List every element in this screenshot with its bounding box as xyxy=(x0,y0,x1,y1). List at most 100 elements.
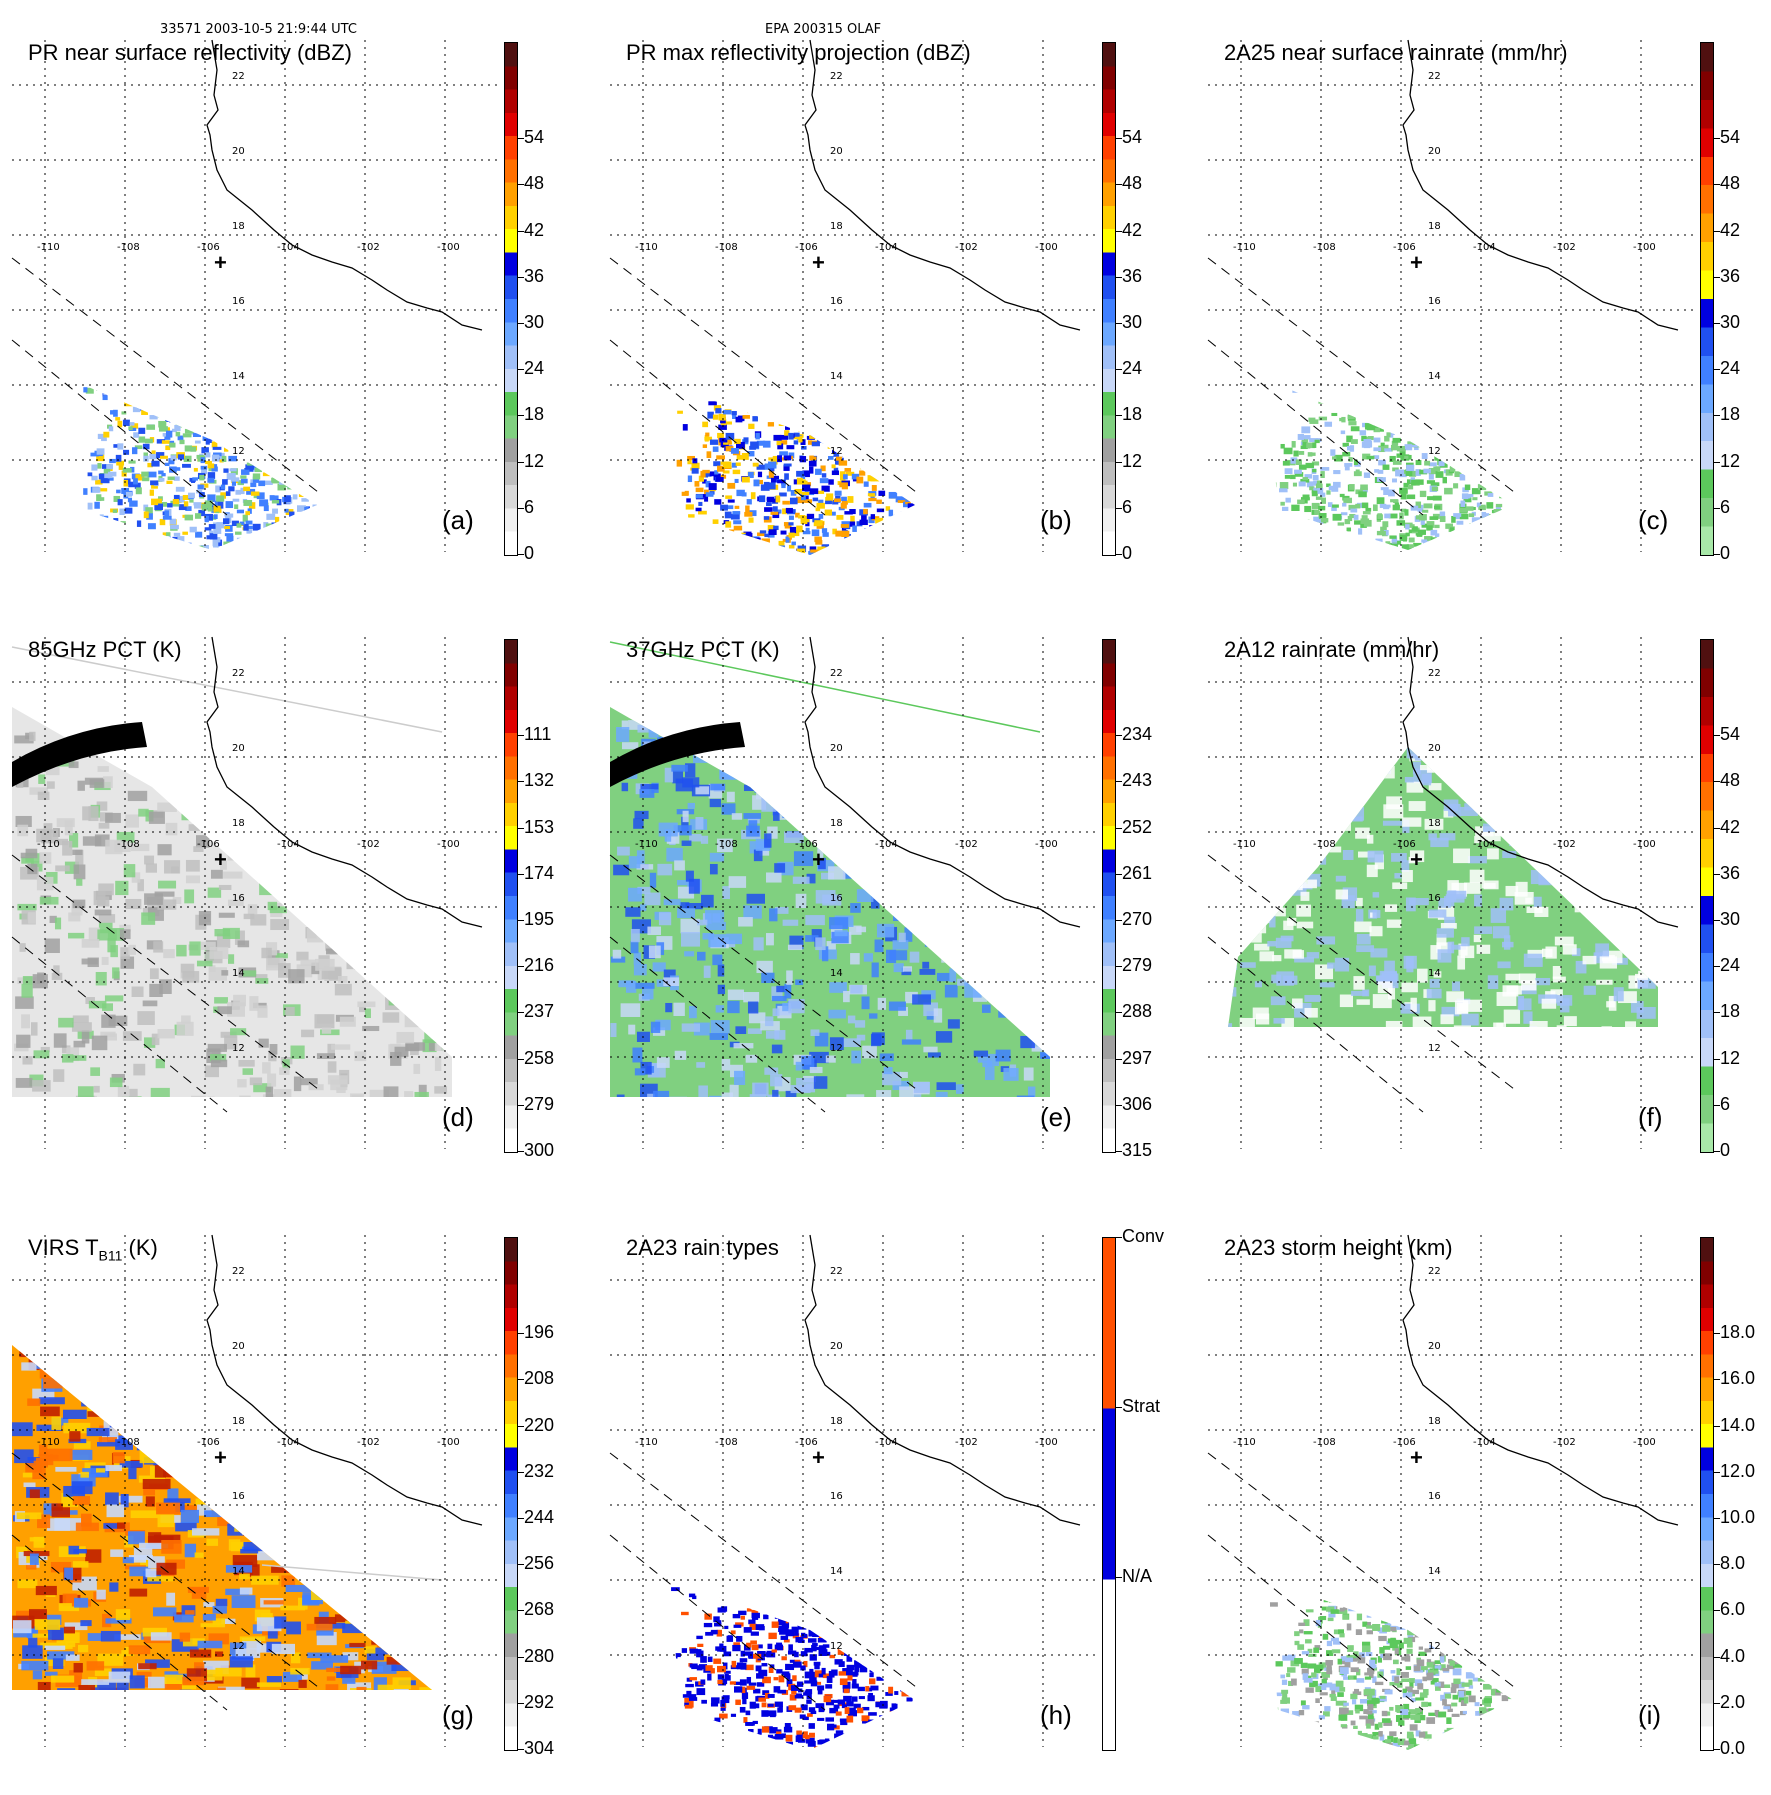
colorbar-e xyxy=(1102,639,1116,1153)
colorbar-tick-mark xyxy=(1116,1105,1122,1106)
colorbar-tick-mark xyxy=(1116,1237,1122,1238)
lat-label-12: 12 xyxy=(830,446,843,457)
swath-f xyxy=(1208,637,1698,1149)
colorbar-tick-mark xyxy=(518,1012,524,1013)
colorbar-tick-label: 36 xyxy=(1122,266,1142,287)
colorbar-tick-label: 48 xyxy=(524,173,544,194)
lat-label-16: 16 xyxy=(232,893,245,904)
colorbar-tick-label: 6 xyxy=(1122,497,1132,518)
colorbar-tick-mark xyxy=(518,184,524,185)
colorbar-tick-label: 10.0 xyxy=(1720,1507,1755,1528)
colorbar-tick-label: 306 xyxy=(1122,1094,1152,1115)
colorbar-tick-mark xyxy=(1714,1518,1720,1519)
lat-label-12: 12 xyxy=(232,446,245,457)
colorbar-tick-label: 258 xyxy=(524,1048,554,1069)
colorbar-tick-label: 30 xyxy=(1122,312,1142,333)
lat-label-20: 20 xyxy=(232,1341,245,1352)
colorbar-tick-mark xyxy=(1116,369,1122,370)
header-left: 33571 2003-10-5 21:9:44 UTC xyxy=(160,22,357,37)
storm-center-marker: + xyxy=(1410,1445,1423,1470)
colorbar-tick-label: 304 xyxy=(524,1738,554,1759)
panel-title-c: 2A25 near surface rainrate (mm/hr) xyxy=(1224,40,1568,66)
colorbar-tick-mark xyxy=(518,1426,524,1427)
colorbar-tick-mark xyxy=(518,1703,524,1704)
colorbar-tick-label: 6 xyxy=(524,497,534,518)
colorbar-tick-mark xyxy=(518,1059,524,1060)
colorbar-tick-mark xyxy=(518,462,524,463)
colorbar-tick-label: 42 xyxy=(1720,220,1740,241)
colorbar-tick-mark xyxy=(1116,277,1122,278)
panel-title-d: 85GHz PCT (K) xyxy=(28,637,182,663)
swath-edge-lines xyxy=(1208,1453,1518,1710)
colorbar-tick-mark xyxy=(518,1657,524,1658)
colorbar-tick-label: 0.0 xyxy=(1720,1738,1745,1759)
colorbar-tick-label: 300 xyxy=(524,1140,554,1161)
colorbar-tick-label: 153 xyxy=(524,817,554,838)
colorbar-tick-label: 261 xyxy=(1122,863,1152,884)
colorbar-tick-label: 30 xyxy=(1720,312,1740,333)
colorbar-tick-mark xyxy=(518,231,524,232)
storm-center-marker: + xyxy=(214,250,227,275)
colorbar-tick-mark xyxy=(1714,415,1720,416)
lon-label--100: -100 xyxy=(437,242,460,253)
coastline xyxy=(805,40,1080,330)
panel-title-g: VIRS TB11 (K) xyxy=(28,1235,158,1263)
colorbar-tick-mark xyxy=(518,369,524,370)
colorbar-tick-label: 36 xyxy=(1720,863,1740,884)
colorbar-tick-mark xyxy=(518,735,524,736)
colorbar-tick-label: 30 xyxy=(524,312,544,333)
lon-label--102: -102 xyxy=(1553,242,1576,253)
colorbar-tick-label: 54 xyxy=(524,127,544,148)
colorbar-tick-mark xyxy=(1714,1012,1720,1013)
colorbar-tick-mark xyxy=(1116,1059,1122,1060)
colorbar-tick-mark xyxy=(518,874,524,875)
colorbar-tick-mark xyxy=(1714,874,1720,875)
lat-label-16: 16 xyxy=(830,1491,843,1502)
colorbar-tick-label: 208 xyxy=(524,1368,554,1389)
colorbar-tick-label: 279 xyxy=(524,1094,554,1115)
colorbar-tick-mark xyxy=(1714,1105,1720,1106)
swath-e xyxy=(610,637,1100,1149)
lon-label--100: -100 xyxy=(1035,242,1058,253)
colorbar-tick-mark xyxy=(1714,138,1720,139)
lat-label-12: 12 xyxy=(232,1043,245,1054)
lat-label-14: 14 xyxy=(830,968,843,979)
storm-center-marker: + xyxy=(1410,250,1423,275)
panel-label-g: (g) xyxy=(442,1700,474,1731)
lat-label-12: 12 xyxy=(1428,1043,1441,1054)
colorbar-g xyxy=(504,1237,518,1751)
lon-label--110: -110 xyxy=(1233,839,1256,850)
colorbar-tick-mark xyxy=(1714,1151,1720,1152)
lon-label--110: -110 xyxy=(1233,1437,1256,1448)
lon-label--108: -108 xyxy=(1313,242,1336,253)
panel-title-e: 37GHz PCT (K) xyxy=(626,637,780,663)
lat-label-20: 20 xyxy=(1428,1341,1441,1352)
panel-label-h: (h) xyxy=(1040,1700,1072,1731)
colorbar-tick-mark xyxy=(1714,1472,1720,1473)
panel-label-f: (f) xyxy=(1638,1102,1663,1133)
lat-label-16: 16 xyxy=(232,296,245,307)
lat-label-16: 16 xyxy=(1428,296,1441,307)
lon-label--108: -108 xyxy=(715,1437,738,1448)
swath-b xyxy=(671,380,927,560)
coastline xyxy=(805,1235,1080,1525)
lat-label-22: 22 xyxy=(830,71,843,82)
colorbar-tick-label: 54 xyxy=(1122,127,1142,148)
colorbar-tick-mark xyxy=(1714,1657,1720,1658)
colorbar-tick-label: 12 xyxy=(1720,1048,1740,1069)
lat-label-18: 18 xyxy=(1428,818,1441,829)
lat-label-18: 18 xyxy=(232,818,245,829)
lat-label-14: 14 xyxy=(1428,1566,1441,1577)
colorbar-tick-mark xyxy=(1116,966,1122,967)
lon-label--108: -108 xyxy=(715,839,738,850)
swath-c xyxy=(1270,380,1524,561)
lon-label--104: -104 xyxy=(1473,242,1496,253)
lat-label-18: 18 xyxy=(830,221,843,232)
lon-label--102: -102 xyxy=(955,1437,978,1448)
colorbar-tick-label: 297 xyxy=(1122,1048,1152,1069)
lat-label-20: 20 xyxy=(1428,146,1441,157)
